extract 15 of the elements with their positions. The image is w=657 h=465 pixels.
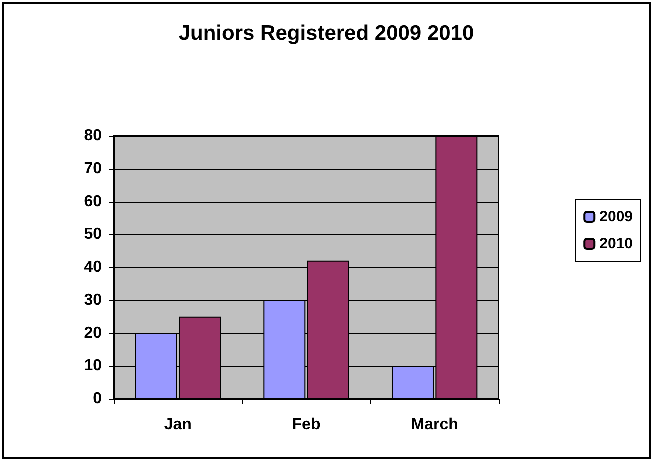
- x-tick-label: March: [411, 416, 458, 434]
- chart-title: Juniors Registered 2009 2010: [178, 22, 474, 45]
- y-tick-label: 20: [84, 324, 102, 342]
- x-tick-label: Feb: [292, 416, 321, 434]
- y-tick-label: 60: [84, 193, 102, 210]
- legend-label: 2010: [600, 236, 634, 252]
- y-tick-label: 0: [93, 390, 102, 408]
- y-tick-label: 50: [84, 226, 102, 244]
- y-tick-label: 40: [84, 259, 102, 276]
- y-tick-label: 10: [84, 358, 102, 375]
- x-tick-label: Jan: [164, 416, 192, 434]
- y-tick-label: 30: [84, 292, 102, 309]
- y-tick-label: 80: [84, 128, 102, 144]
- legend-label: 2009: [600, 208, 634, 226]
- y-tick-label: 70: [84, 160, 102, 178]
